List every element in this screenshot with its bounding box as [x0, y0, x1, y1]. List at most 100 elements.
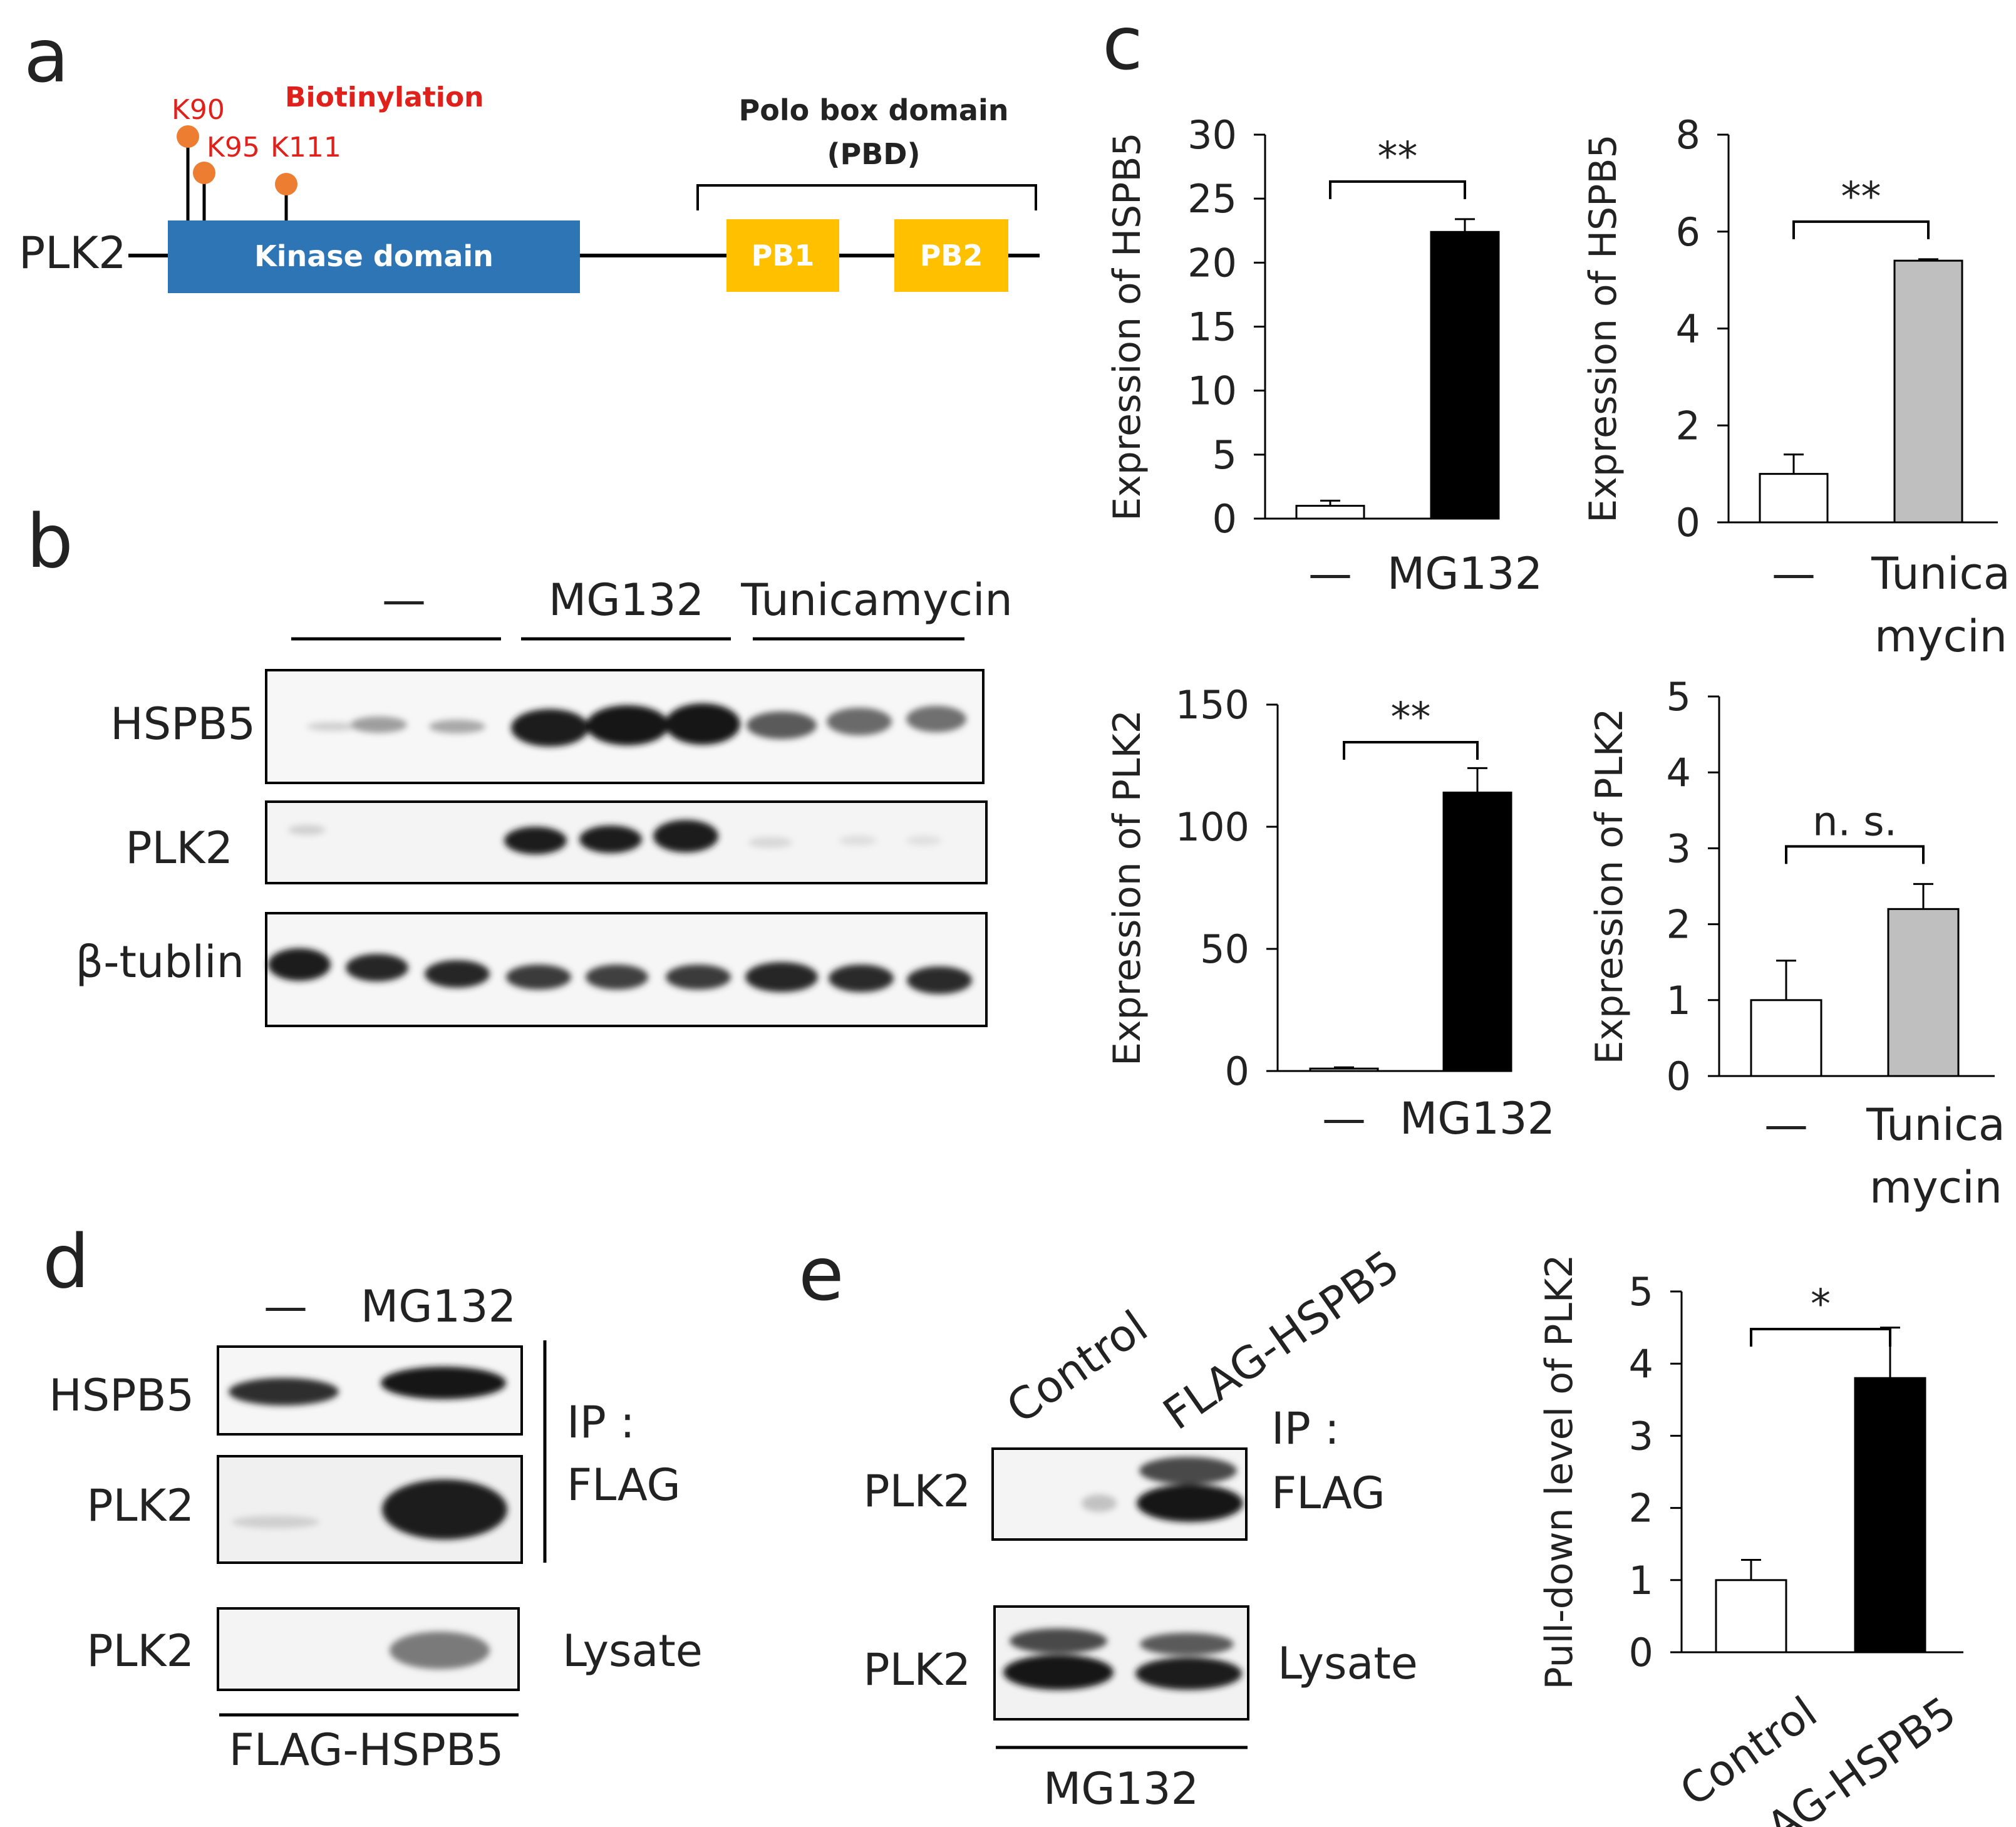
x-tick-label: —: [1772, 548, 1816, 599]
bar-chart-4: 0 1 2 3 4 5 Expression of PLK2 n. s. — Tunica myci…: [1588, 674, 2005, 1213]
row-label-plk2-lysate: PLK2: [86, 1625, 194, 1677]
site-label-k90: K90: [172, 94, 225, 126]
row-label-plk2-ip: PLK2: [863, 1466, 971, 1517]
bar: [1759, 473, 1829, 524]
pb2-box: [894, 219, 1008, 292]
y-tick-label: 0: [1667, 1053, 1691, 1099]
y-tick-label: 0: [1629, 1630, 1653, 1675]
blot-hspb5: [265, 669, 985, 784]
bar: [1887, 908, 1960, 1077]
y-tick-label: 20: [1187, 240, 1237, 286]
y-tick-label: 100: [1176, 804, 1249, 850]
panel-a: a PLK2 K90 K95 K111 Biotinylation Kinase…: [19, 13, 1040, 293]
ip-label-line1: IP :: [1271, 1403, 1340, 1454]
blot-plk2: [265, 800, 988, 884]
bar: [1442, 791, 1512, 1072]
lysate-label: Lysate: [562, 1625, 703, 1677]
row-label-hspb5: HSPB5: [49, 1370, 194, 1421]
x-tick-label: MG132: [1387, 548, 1543, 599]
y-tick-label: 8: [1676, 112, 1700, 158]
ip-label-line1: IP :: [567, 1397, 635, 1448]
row-label-plk2-ip: PLK2: [86, 1480, 194, 1531]
site-k95-marker: [193, 162, 215, 184]
bar: [1854, 1377, 1926, 1654]
site-k90-marker: [177, 125, 199, 148]
y-tick-label: 2: [1676, 403, 1700, 448]
group-label-mg132: MG132: [549, 574, 704, 626]
panel-b: b — MG132 Tunicamycin HSPB5 PLK2 β-tubli…: [26, 498, 1013, 1027]
bar: [1750, 999, 1822, 1077]
modification-label: Biotinylation: [285, 81, 483, 113]
y-tick-label: 1: [1667, 978, 1691, 1023]
y-axis-title: Expression of PLK2: [1588, 708, 1631, 1065]
lane-label-control: —: [264, 1281, 308, 1332]
y-tick-label: 5: [1667, 674, 1691, 720]
pbd-title-line2: (PBD): [827, 137, 920, 171]
panel-letter-d: d: [43, 1218, 90, 1305]
y-tick-label: 3: [1629, 1413, 1653, 1459]
bar: [1309, 1067, 1379, 1072]
x-tick-label: mycin: [1869, 1162, 2002, 1213]
ip-label-line2: FLAG: [1271, 1467, 1385, 1519]
group-label-control: —: [382, 574, 426, 626]
lysate-label: Lysate: [1278, 1638, 1418, 1689]
blot-tubulin: [265, 912, 988, 1027]
panel-letter-b: b: [26, 498, 73, 584]
y-tick-label: 2: [1667, 902, 1691, 948]
y-tick-label: 3: [1667, 826, 1691, 871]
bar-chart-2: 0 2 4 6 8 Expression of HSPB5 ** — Tunica mycin: [1581, 112, 2010, 662]
y-tick-label: 5: [1212, 432, 1237, 478]
pbd-bracket: [696, 184, 1037, 210]
pb1-box: [726, 219, 839, 292]
bottom-label: MG132: [1043, 1763, 1199, 1814]
y-tick-label: 6: [1676, 209, 1700, 255]
y-axis-title: Pull-down level of PLK2: [1538, 1255, 1581, 1690]
y-tick-label: 0: [1212, 496, 1237, 542]
x-tick-label: MG132: [1400, 1093, 1555, 1144]
lane-label-mg132: MG132: [361, 1281, 516, 1332]
significance-bracket: [1750, 1328, 1891, 1347]
x-tick-label: —: [1764, 1099, 1808, 1151]
blot-e-plk2-lysate: [993, 1605, 1249, 1721]
y-tick-label: 4: [1629, 1341, 1653, 1387]
y-tick-label: 2: [1629, 1486, 1653, 1531]
y-axis-title: Expression of HSPB5: [1581, 134, 1625, 522]
row-label-hspb5: HSPB5: [110, 698, 256, 750]
bar: [1430, 230, 1500, 520]
significance-bracket: [1343, 741, 1479, 760]
panel-d: d — MG132 HSPB5 PLK2 PLK2 IP :: [43, 1218, 703, 1776]
blot-d-plk2-ip: [217, 1455, 523, 1564]
significance-label: *: [1811, 1281, 1831, 1328]
x-tick-label: —: [1322, 1093, 1366, 1144]
y-tick-label: 0: [1676, 500, 1700, 546]
bar: [1295, 505, 1365, 520]
pbd-title-line1: Polo box domain: [739, 93, 1009, 127]
bottom-label: FLAG-HSPB5: [229, 1724, 504, 1776]
lane-label-control: Control: [998, 1301, 1157, 1434]
significance-bracket: [1785, 845, 1925, 864]
y-tick-label: 150: [1176, 682, 1249, 728]
y-axis-title: Expression of HSPB5: [1105, 132, 1149, 520]
x-tick-label: Tunica: [1871, 548, 2010, 599]
y-tick-label: 4: [1667, 750, 1691, 795]
kinase-domain-label: Kinase domain: [254, 239, 494, 273]
y-axis-title: Expression of PLK2: [1105, 710, 1149, 1066]
significance-bracket: [1329, 180, 1466, 199]
row-label-tubulin: β-tublin: [76, 936, 244, 988]
panel-letter-c: c: [1102, 0, 1143, 86]
significance-bracket: [1792, 220, 1930, 239]
pb1-label: PB1: [752, 239, 815, 272]
y-tick-label: 0: [1225, 1048, 1249, 1094]
blot-e-plk2-ip: [991, 1447, 1248, 1541]
kinase-domain-box: [168, 220, 580, 293]
y-tick-label: 4: [1676, 306, 1700, 352]
significance-label: **: [1391, 695, 1431, 741]
significance-label: **: [1378, 134, 1418, 180]
bar-chart-3: 0 50 100 150 Expression of PLK2 ** — MG132: [1105, 682, 1555, 1144]
site-label-k111: K111: [271, 132, 341, 163]
x-tick-label: —: [1308, 548, 1352, 599]
x-tick-label: mycin: [1874, 611, 2007, 662]
blot-d-plk2-lysate: [217, 1607, 520, 1691]
